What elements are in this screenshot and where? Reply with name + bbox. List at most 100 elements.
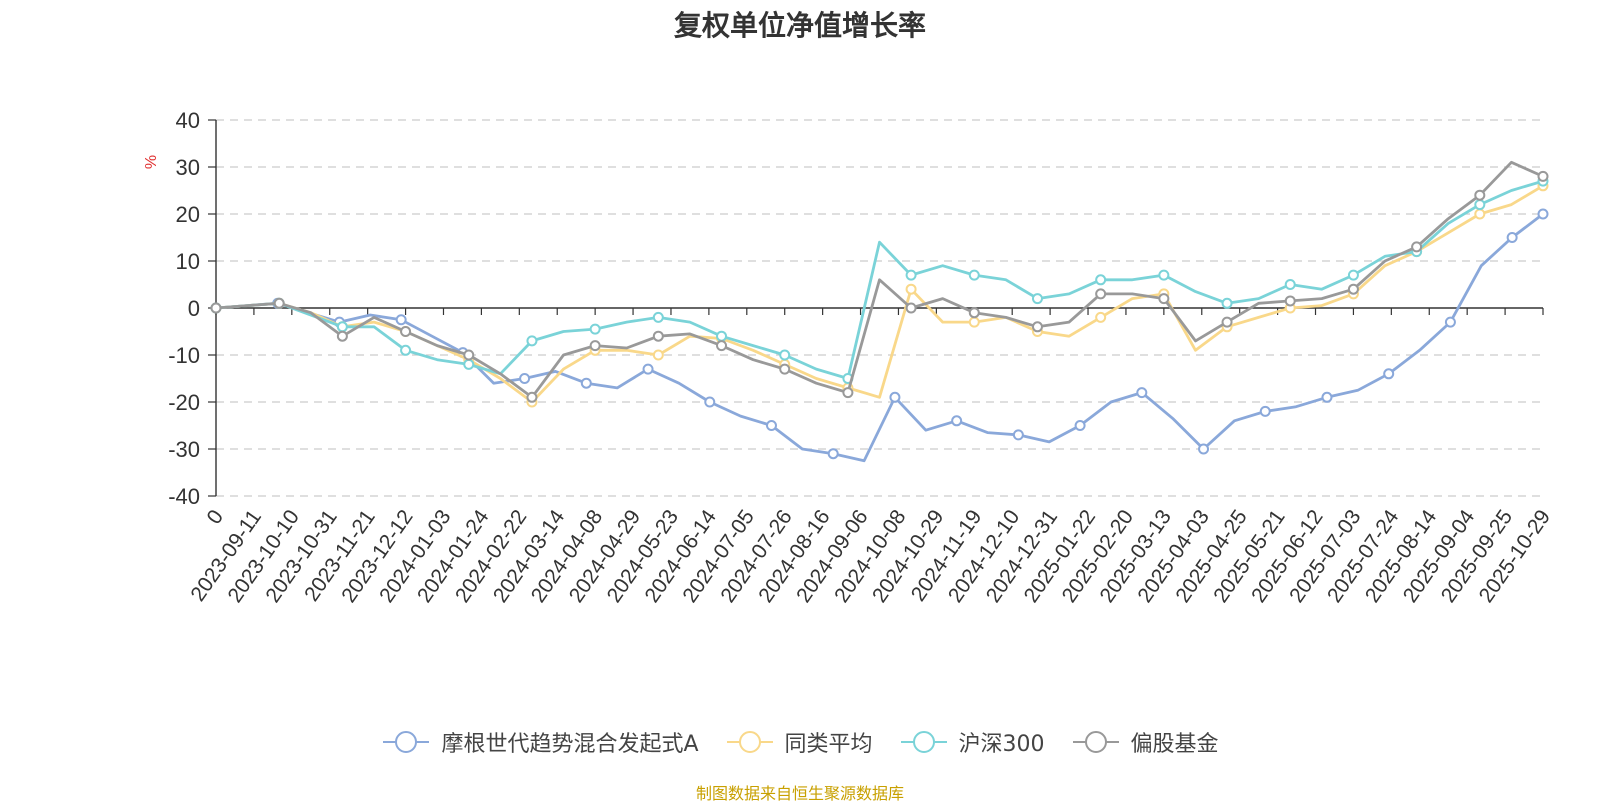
series-point[interactable]: [1158, 269, 1170, 281]
series-point[interactable]: [336, 321, 348, 333]
series-point[interactable]: [589, 323, 601, 335]
legend-marker-circle: [912, 731, 935, 753]
series-point[interactable]: [1383, 368, 1395, 380]
series-point[interactable]: [1031, 321, 1043, 333]
y-tick-label: -40: [168, 484, 200, 509]
series-line: [215, 160, 1544, 399]
series-point[interactable]: [716, 330, 728, 342]
series-point[interactable]: [580, 377, 592, 389]
series-point[interactable]: [1347, 269, 1359, 281]
series-point[interactable]: [968, 307, 980, 319]
series-point[interactable]: [765, 420, 777, 431]
series-point[interactable]: [652, 349, 664, 361]
series-point[interactable]: [336, 330, 348, 342]
series-point[interactable]: [1474, 208, 1486, 220]
series-point[interactable]: [1474, 199, 1486, 211]
series-point[interactable]: [1284, 279, 1296, 290]
series-point[interactable]: [652, 330, 664, 342]
series-point[interactable]: [1074, 420, 1086, 431]
y-tick-label: -20: [168, 390, 200, 415]
x-axis: 02023-09-112023-10-102023-10-312023-11-2…: [186, 307, 1555, 607]
chart-title: 复权单位净值增长率: [673, 9, 926, 42]
legend-item[interactable]: 摩根世代趋势混合发起式A: [381, 726, 699, 758]
series-point[interactable]: [1136, 387, 1148, 399]
x-tick-label: 0: [203, 506, 229, 529]
legend-label: 偏股基金: [1130, 732, 1219, 757]
y-axis: 40 30 20 10 0 -10 -20 -30 -40: [168, 108, 217, 509]
series-point[interactable]: [1259, 405, 1271, 417]
legend-label: 摩根世代趋势混合发起式A: [441, 732, 699, 757]
series-point[interactable]: [1474, 189, 1486, 201]
series-point[interactable]: [1221, 316, 1233, 328]
series-line: [215, 184, 1544, 404]
legend-label: 同类平均: [784, 732, 873, 757]
series-point[interactable]: [968, 269, 980, 281]
series-point[interactable]: [1347, 283, 1359, 295]
legend-label: 沪深300: [958, 732, 1045, 757]
series-point[interactable]: [1537, 208, 1549, 220]
series-point[interactable]: [1158, 293, 1170, 305]
series-point[interactable]: [1198, 443, 1210, 455]
series-point[interactable]: [1095, 288, 1107, 300]
series-point[interactable]: [889, 391, 901, 403]
series-point[interactable]: [905, 269, 917, 281]
series-point[interactable]: [395, 314, 407, 326]
series-point[interactable]: [589, 340, 601, 352]
series-point[interactable]: [779, 363, 791, 375]
series-point[interactable]: [273, 297, 285, 309]
legend-item[interactable]: 同类平均: [725, 726, 873, 758]
series-point[interactable]: [1284, 295, 1296, 307]
legend-marker-icon: [900, 731, 947, 753]
series-point[interactable]: [1095, 274, 1107, 286]
series-point[interactable]: [779, 349, 791, 361]
series-point[interactable]: [1221, 297, 1233, 309]
y-tick-label: 0: [188, 296, 200, 321]
legend-marker-circle: [1084, 731, 1107, 753]
legend-item[interactable]: 偏股基金: [1071, 726, 1219, 758]
series-point[interactable]: [716, 340, 728, 352]
legend: 摩根世代趋势混合发起式A 同类平均 沪深300 偏股基金: [0, 722, 1600, 762]
legend-marker-circle: [395, 731, 418, 753]
footnote: 制图数据来自恒生聚源数据库: [695, 784, 904, 803]
series-point[interactable]: [827, 448, 839, 460]
series-point[interactable]: [1411, 241, 1423, 253]
y-axis-unit: %: [143, 155, 160, 169]
y-tick-label: -10: [168, 343, 200, 368]
series-point[interactable]: [1031, 293, 1043, 305]
legend-item[interactable]: 沪深300: [899, 726, 1045, 758]
series-point[interactable]: [968, 316, 980, 328]
y-tick-label: 40: [176, 108, 200, 133]
y-tick-label: 20: [176, 202, 200, 227]
series-point[interactable]: [1444, 316, 1456, 328]
y-tick-label: -30: [168, 437, 200, 462]
legend-marker-icon: [1072, 731, 1119, 753]
legend-marker-icon: [726, 731, 773, 753]
series-lines: [210, 160, 1549, 463]
series-point[interactable]: [1506, 232, 1518, 243]
series-point[interactable]: [905, 302, 917, 314]
series-point[interactable]: [704, 396, 716, 408]
grid-lines: [216, 119, 1543, 497]
series-point[interactable]: [652, 311, 664, 323]
series-point[interactable]: [1321, 391, 1333, 403]
series-point[interactable]: [400, 326, 412, 337]
series-line: [215, 212, 1544, 463]
series-line: [215, 179, 1544, 380]
series-point[interactable]: [905, 283, 917, 295]
y-tick-label: 10: [176, 249, 200, 274]
series-point[interactable]: [951, 415, 963, 427]
series-point[interactable]: [463, 349, 475, 361]
series-point[interactable]: [210, 302, 222, 314]
series-point[interactable]: [400, 344, 412, 356]
series-point[interactable]: [463, 358, 475, 370]
series-point[interactable]: [1537, 170, 1549, 182]
series-point[interactable]: [1095, 311, 1107, 323]
series-point[interactable]: [642, 363, 654, 375]
legend-marker-icon: [383, 731, 430, 753]
series-point[interactable]: [526, 335, 538, 347]
series-point[interactable]: [526, 391, 538, 403]
series-point[interactable]: [842, 387, 854, 399]
series-point[interactable]: [519, 373, 531, 384]
series-point[interactable]: [1012, 429, 1024, 441]
